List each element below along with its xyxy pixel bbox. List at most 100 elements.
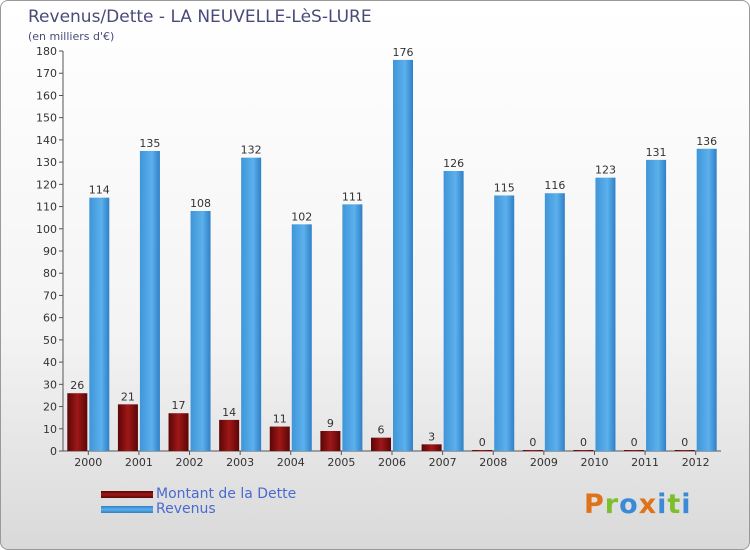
y-tick-label: 30 xyxy=(43,378,57,391)
bars xyxy=(67,59,717,452)
bar-debt xyxy=(67,393,88,451)
data-label-debt: 11 xyxy=(273,413,287,426)
data-label-revenue: 126 xyxy=(443,157,464,170)
y-tick-label: 100 xyxy=(36,223,57,236)
bar-debt xyxy=(219,419,240,451)
bar-revenue xyxy=(139,151,160,451)
data-label-revenue: 123 xyxy=(595,164,616,177)
y-tick-label: 130 xyxy=(36,156,57,169)
y-tick-label: 120 xyxy=(36,178,57,191)
data-label-debt: 9 xyxy=(327,417,334,430)
chart-title: Revenus/Dette - LA NEUVELLE-LèS-LURE xyxy=(28,7,372,27)
axes: 0102030405060708090100110120130140150160… xyxy=(36,45,721,469)
data-label-debt: 0 xyxy=(529,436,536,449)
legend-swatch-revenue xyxy=(101,506,153,513)
x-tick-label: 2003 xyxy=(226,456,254,469)
bar-debt xyxy=(269,426,290,451)
data-label-debt: 17 xyxy=(172,399,186,412)
bar-revenue xyxy=(190,211,211,451)
y-tick-label: 0 xyxy=(50,445,57,458)
data-label-revenue: 115 xyxy=(494,181,515,194)
x-tick-label: 2006 xyxy=(378,456,406,469)
data-label-debt: 26 xyxy=(70,379,84,392)
x-tick-label: 2007 xyxy=(429,456,457,469)
bar-revenue xyxy=(595,177,616,451)
data-label-revenue: 131 xyxy=(646,146,667,159)
proxiti-logo: Proxiti xyxy=(584,489,692,520)
logo-letter: i xyxy=(657,489,668,520)
data-label-revenue: 132 xyxy=(241,144,262,157)
x-tick-label: 2004 xyxy=(277,456,305,469)
bar-revenue xyxy=(393,59,413,452)
bar-debt xyxy=(573,450,594,451)
bar-debt xyxy=(168,413,189,451)
logo-letter: x xyxy=(638,489,658,520)
chart-subtitle: (en milliers d'€) xyxy=(28,30,115,43)
bar-debt xyxy=(624,450,645,451)
y-tick-label: 50 xyxy=(43,334,57,347)
bar-revenue xyxy=(696,148,717,451)
data-label-revenue: 176 xyxy=(393,46,414,59)
data-label-revenue: 116 xyxy=(544,179,565,192)
logo-letter: P xyxy=(584,489,605,520)
data-label-revenue: 135 xyxy=(139,137,160,150)
data-label-debt: 0 xyxy=(580,436,587,449)
bar-revenue xyxy=(291,224,312,451)
data-label-debt: 3 xyxy=(428,430,435,443)
y-tick-label: 170 xyxy=(36,67,57,80)
legend-label-revenue: Revenus xyxy=(156,501,216,517)
bar-revenue xyxy=(241,157,262,451)
bar-debt xyxy=(117,404,138,451)
data-label-debt: 0 xyxy=(479,436,486,449)
x-tick-label: 2008 xyxy=(479,456,507,469)
bar-revenue xyxy=(342,204,363,451)
x-tick-label: 2001 xyxy=(125,456,153,469)
data-label-revenue: 114 xyxy=(89,184,110,197)
y-tick-label: 40 xyxy=(43,356,57,369)
data-label-revenue: 102 xyxy=(291,210,312,223)
bar-debt xyxy=(522,450,543,451)
y-tick-label: 90 xyxy=(43,245,57,258)
bar-revenue xyxy=(89,197,110,451)
y-tick-label: 140 xyxy=(36,134,57,147)
bar-debt xyxy=(472,450,493,451)
data-labels: 26 114 21 135 17 108 14 132 11 102 9 111 6 176 3 126 0 11… xyxy=(70,46,717,449)
y-tick-label: 150 xyxy=(36,112,57,125)
data-label-revenue: 111 xyxy=(342,190,363,203)
data-label-debt: 14 xyxy=(222,406,236,419)
bar-debt xyxy=(320,431,341,451)
bar-revenue xyxy=(494,195,515,451)
logo-letter: o xyxy=(619,489,639,520)
x-tick-label: 2002 xyxy=(176,456,204,469)
y-tick-label: 60 xyxy=(43,312,57,325)
x-tick-label: 2012 xyxy=(682,456,710,469)
bar-debt xyxy=(674,450,695,451)
x-tick-label: 2011 xyxy=(631,456,659,469)
y-tick-label: 160 xyxy=(36,89,57,102)
data-label-revenue: 108 xyxy=(190,197,211,210)
logo-letter: i xyxy=(681,489,692,520)
y-tick-label: 180 xyxy=(36,45,57,58)
bar-revenue xyxy=(544,193,565,451)
legend-swatch-debt xyxy=(101,491,153,498)
data-label-debt: 0 xyxy=(681,436,688,449)
y-tick-label: 70 xyxy=(43,289,57,302)
x-tick-label: 2000 xyxy=(74,456,102,469)
x-tick-label: 2005 xyxy=(327,456,355,469)
y-tick-label: 10 xyxy=(43,423,57,436)
bar-debt xyxy=(371,437,391,451)
y-tick-label: 20 xyxy=(43,401,57,414)
data-label-debt: 6 xyxy=(378,424,385,437)
data-label-debt: 21 xyxy=(121,390,135,403)
bar-revenue xyxy=(646,159,667,451)
y-tick-label: 110 xyxy=(36,201,57,214)
logo-letter: r xyxy=(604,489,620,520)
bar-debt xyxy=(421,444,442,451)
logo-letter: t xyxy=(667,489,682,520)
bar-revenue xyxy=(443,171,464,451)
legend-label-debt: Montant de la Dette xyxy=(156,486,297,502)
y-tick-label: 80 xyxy=(43,267,57,280)
data-label-revenue: 136 xyxy=(696,135,717,148)
